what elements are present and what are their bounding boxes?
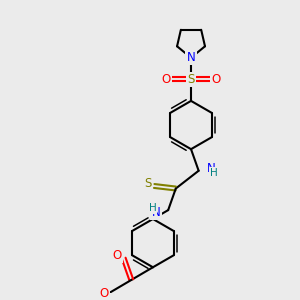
Text: S: S — [187, 73, 195, 86]
Text: N: N — [206, 162, 215, 175]
Text: O: O — [112, 249, 122, 262]
Text: N: N — [152, 206, 160, 219]
Text: O: O — [211, 73, 220, 86]
Text: O: O — [99, 287, 109, 300]
Text: N: N — [187, 51, 195, 64]
Text: H: H — [210, 168, 218, 178]
Text: O: O — [161, 73, 171, 86]
Text: S: S — [145, 177, 152, 190]
Text: H: H — [149, 203, 156, 213]
